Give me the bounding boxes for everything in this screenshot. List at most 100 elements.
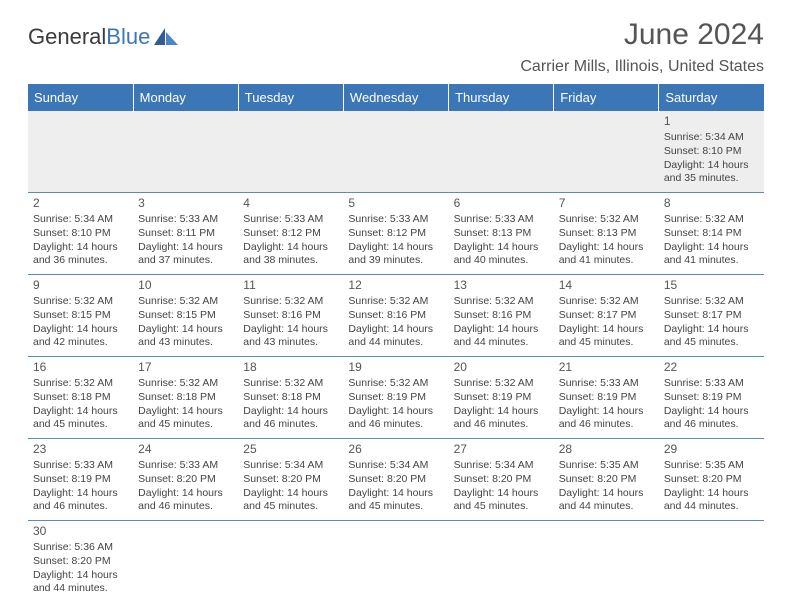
sunrise-line: Sunrise: 5:32 AM [33, 377, 128, 391]
sunrise-line: Sunrise: 5:35 AM [664, 459, 759, 473]
daylight-line: Daylight: 14 hours and 44 minutes. [33, 569, 128, 597]
sunset-line: Sunset: 8:18 PM [33, 391, 128, 405]
calendar-cell [449, 111, 554, 193]
day-number: 13 [454, 278, 549, 294]
sunrise-line: Sunrise: 5:33 AM [138, 459, 233, 473]
day-number: 8 [664, 196, 759, 212]
calendar-cell [238, 521, 343, 603]
day-number: 2 [33, 196, 128, 212]
calendar-cell: 18Sunrise: 5:32 AMSunset: 8:18 PMDayligh… [238, 357, 343, 439]
daylight-line: Daylight: 14 hours and 46 minutes. [243, 405, 338, 433]
calendar-cell: 19Sunrise: 5:32 AMSunset: 8:19 PMDayligh… [343, 357, 448, 439]
sunrise-line: Sunrise: 5:32 AM [33, 295, 128, 309]
sunset-line: Sunset: 8:10 PM [33, 227, 128, 241]
day-number: 15 [664, 278, 759, 294]
sunset-line: Sunset: 8:20 PM [33, 555, 128, 569]
sunset-line: Sunset: 8:19 PM [348, 391, 443, 405]
weekday-header: Saturday [659, 84, 764, 111]
calendar-table: SundayMondayTuesdayWednesdayThursdayFrid… [28, 84, 764, 602]
calendar-cell: 24Sunrise: 5:33 AMSunset: 8:20 PMDayligh… [133, 439, 238, 521]
location-text: Carrier Mills, Illinois, United States [520, 58, 764, 76]
sunrise-line: Sunrise: 5:32 AM [454, 295, 549, 309]
day-number: 7 [559, 196, 654, 212]
weekday-header: Sunday [28, 84, 133, 111]
calendar-cell: 21Sunrise: 5:33 AMSunset: 8:19 PMDayligh… [554, 357, 659, 439]
sunrise-line: Sunrise: 5:32 AM [243, 377, 338, 391]
day-number: 1 [664, 114, 759, 130]
sunrise-line: Sunrise: 5:32 AM [348, 377, 443, 391]
calendar-cell: 11Sunrise: 5:32 AMSunset: 8:16 PMDayligh… [238, 275, 343, 357]
sunset-line: Sunset: 8:15 PM [33, 309, 128, 323]
calendar-cell: 12Sunrise: 5:32 AMSunset: 8:16 PMDayligh… [343, 275, 448, 357]
daylight-line: Daylight: 14 hours and 45 minutes. [664, 323, 759, 351]
sunset-line: Sunset: 8:13 PM [559, 227, 654, 241]
sunset-line: Sunset: 8:18 PM [138, 391, 233, 405]
sunset-line: Sunset: 8:17 PM [559, 309, 654, 323]
sunrise-line: Sunrise: 5:32 AM [664, 295, 759, 309]
day-number: 25 [243, 442, 338, 458]
daylight-line: Daylight: 14 hours and 45 minutes. [243, 487, 338, 515]
calendar-cell: 30Sunrise: 5:36 AMSunset: 8:20 PMDayligh… [28, 521, 133, 603]
weekday-header: Thursday [449, 84, 554, 111]
title-block: June 2024 Carrier Mills, Illinois, Unite… [520, 18, 764, 76]
month-title: June 2024 [520, 18, 764, 52]
calendar-cell: 25Sunrise: 5:34 AMSunset: 8:20 PMDayligh… [238, 439, 343, 521]
weekday-header: Friday [554, 84, 659, 111]
day-number: 14 [559, 278, 654, 294]
calendar-cell: 2Sunrise: 5:34 AMSunset: 8:10 PMDaylight… [28, 193, 133, 275]
daylight-line: Daylight: 14 hours and 42 minutes. [33, 323, 128, 351]
daylight-line: Daylight: 14 hours and 46 minutes. [33, 487, 128, 515]
sunset-line: Sunset: 8:13 PM [454, 227, 549, 241]
day-number: 17 [138, 360, 233, 376]
daylight-line: Daylight: 14 hours and 41 minutes. [559, 241, 654, 269]
calendar-body: 1Sunrise: 5:34 AMSunset: 8:10 PMDaylight… [28, 111, 764, 602]
day-number: 22 [664, 360, 759, 376]
weekday-header: Wednesday [343, 84, 448, 111]
daylight-line: Daylight: 14 hours and 40 minutes. [454, 241, 549, 269]
calendar-cell: 9Sunrise: 5:32 AMSunset: 8:15 PMDaylight… [28, 275, 133, 357]
calendar-cell: 23Sunrise: 5:33 AMSunset: 8:19 PMDayligh… [28, 439, 133, 521]
sunrise-line: Sunrise: 5:32 AM [559, 295, 654, 309]
calendar-row: 2Sunrise: 5:34 AMSunset: 8:10 PMDaylight… [28, 193, 764, 275]
day-number: 30 [33, 524, 128, 540]
sunset-line: Sunset: 8:14 PM [664, 227, 759, 241]
sunset-line: Sunset: 8:19 PM [664, 391, 759, 405]
calendar-cell: 15Sunrise: 5:32 AMSunset: 8:17 PMDayligh… [659, 275, 764, 357]
day-number: 19 [348, 360, 443, 376]
calendar-cell: 7Sunrise: 5:32 AMSunset: 8:13 PMDaylight… [554, 193, 659, 275]
daylight-line: Daylight: 14 hours and 44 minutes. [559, 487, 654, 515]
sunrise-line: Sunrise: 5:32 AM [559, 213, 654, 227]
sunrise-line: Sunrise: 5:33 AM [559, 377, 654, 391]
calendar-cell [554, 111, 659, 193]
day-number: 20 [454, 360, 549, 376]
daylight-line: Daylight: 14 hours and 35 minutes. [664, 159, 759, 187]
weekday-header: Monday [133, 84, 238, 111]
calendar-cell: 4Sunrise: 5:33 AMSunset: 8:12 PMDaylight… [238, 193, 343, 275]
calendar-cell: 16Sunrise: 5:32 AMSunset: 8:18 PMDayligh… [28, 357, 133, 439]
sunrise-line: Sunrise: 5:33 AM [664, 377, 759, 391]
logo-text-blue: Blue [106, 24, 150, 50]
sunrise-line: Sunrise: 5:35 AM [559, 459, 654, 473]
day-number: 6 [454, 196, 549, 212]
daylight-line: Daylight: 14 hours and 36 minutes. [33, 241, 128, 269]
day-number: 3 [138, 196, 233, 212]
sunrise-line: Sunrise: 5:32 AM [348, 295, 443, 309]
calendar-row: 9Sunrise: 5:32 AMSunset: 8:15 PMDaylight… [28, 275, 764, 357]
day-number: 26 [348, 442, 443, 458]
logo: GeneralBlue [28, 18, 180, 51]
calendar-cell [28, 111, 133, 193]
calendar-cell [659, 521, 764, 603]
sunset-line: Sunset: 8:12 PM [243, 227, 338, 241]
day-number: 24 [138, 442, 233, 458]
daylight-line: Daylight: 14 hours and 44 minutes. [454, 323, 549, 351]
calendar-row: 16Sunrise: 5:32 AMSunset: 8:18 PMDayligh… [28, 357, 764, 439]
calendar-cell [554, 521, 659, 603]
calendar-cell: 17Sunrise: 5:32 AMSunset: 8:18 PMDayligh… [133, 357, 238, 439]
calendar-cell: 22Sunrise: 5:33 AMSunset: 8:19 PMDayligh… [659, 357, 764, 439]
daylight-line: Daylight: 14 hours and 46 minutes. [559, 405, 654, 433]
daylight-line: Daylight: 14 hours and 44 minutes. [348, 323, 443, 351]
sunrise-line: Sunrise: 5:32 AM [138, 377, 233, 391]
day-number: 23 [33, 442, 128, 458]
calendar-cell [238, 111, 343, 193]
sunset-line: Sunset: 8:16 PM [243, 309, 338, 323]
